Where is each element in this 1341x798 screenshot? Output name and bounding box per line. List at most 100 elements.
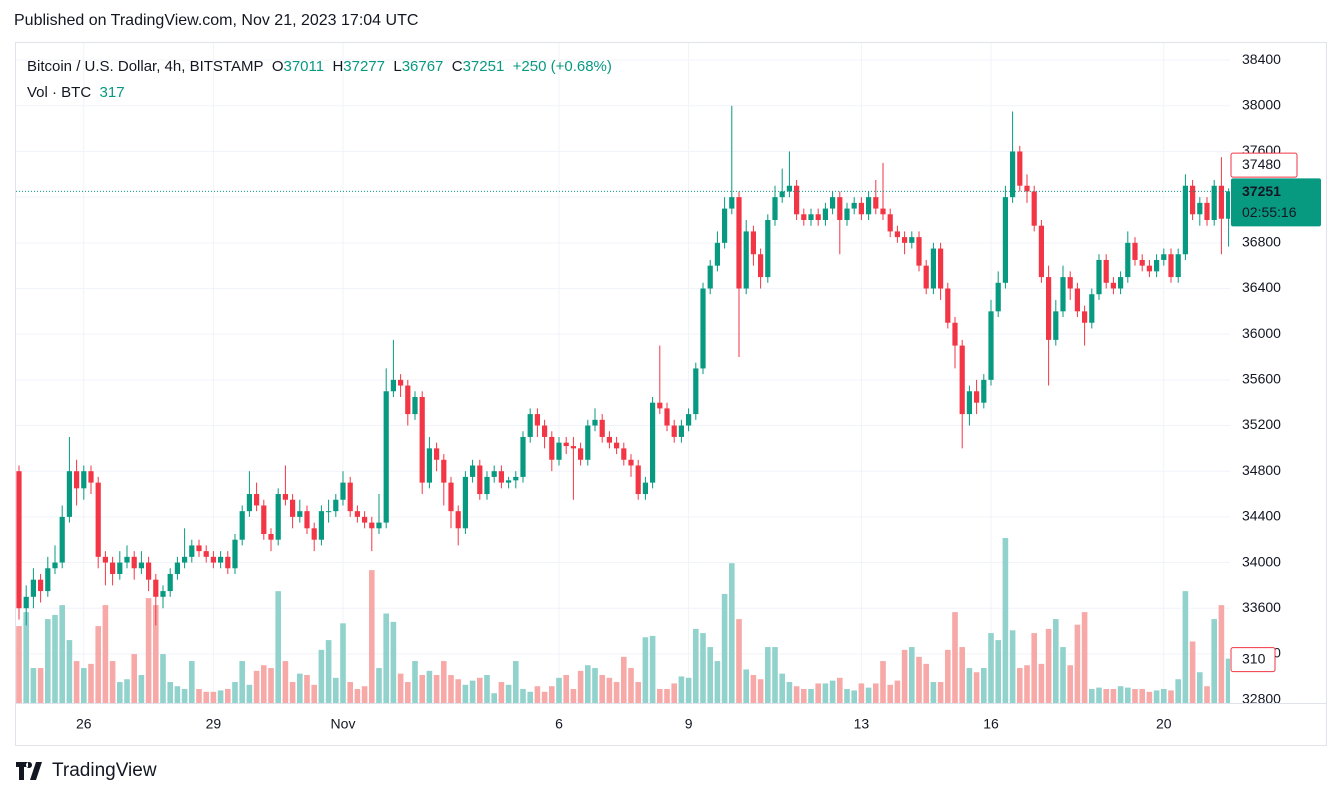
volume-bar (369, 570, 375, 703)
candle-body (95, 482, 101, 557)
volume-bar (937, 682, 944, 703)
candle-body (988, 311, 994, 380)
x-tick-label: 29 (206, 716, 222, 732)
volume-bar (1197, 672, 1203, 703)
candle-body (275, 494, 281, 540)
candle-body (678, 425, 684, 437)
volume-bar (657, 689, 663, 703)
candle-body (851, 202, 857, 209)
volume-bar (426, 670, 433, 703)
volume-bar (952, 612, 958, 703)
candle-body (585, 425, 591, 460)
candle-body (750, 231, 756, 255)
volume-bar (1218, 605, 1225, 703)
volume-bar (1038, 663, 1045, 703)
candle-body (160, 591, 166, 597)
volume-bar (117, 682, 123, 703)
volume-bar (16, 626, 22, 703)
candle-body (902, 237, 908, 243)
volume-bar (527, 691, 533, 703)
candle-body (304, 511, 310, 529)
volume-bar (347, 682, 353, 703)
volume-bar (520, 689, 526, 703)
volume-bar (498, 682, 505, 703)
price-marker-box (1230, 152, 1298, 178)
volume-bar (1096, 687, 1102, 703)
candle-body (995, 282, 1001, 312)
candle-body (419, 396, 425, 483)
candle-body (722, 208, 728, 243)
volume-bar (376, 668, 382, 703)
candle-body (297, 511, 303, 517)
volume-bar (822, 683, 829, 703)
last-price-box (1231, 178, 1321, 227)
volume-bar (304, 675, 310, 703)
volume-bar (628, 668, 634, 703)
x-tick-label: 13 (854, 716, 870, 732)
x-tick-label: 16 (983, 716, 999, 732)
candle-body (556, 442, 562, 460)
chart-frame (15, 42, 1327, 746)
volume-bar (671, 683, 677, 703)
volume-bar (217, 690, 224, 703)
volume-bar (491, 693, 497, 703)
volume-bar (505, 684, 512, 703)
candle-body (1132, 242, 1138, 260)
candle-body (311, 528, 317, 540)
volume-bar (1168, 690, 1174, 703)
candle-body (326, 511, 332, 513)
candle-body (182, 556, 188, 563)
candle-body (513, 476, 519, 481)
candle-body (225, 556, 231, 569)
y-tick-label: 32800 (1242, 690, 1281, 706)
candle-body (578, 448, 584, 460)
candle-body (218, 556, 224, 563)
volume-bar (808, 689, 814, 703)
volume-bar (988, 633, 994, 703)
candle-body (570, 446, 576, 449)
volume-bar (174, 686, 181, 703)
volume-bar (462, 684, 469, 703)
symbol: Bitcoin / U.S. Dollar, 4h, BITSTAMP (27, 58, 264, 75)
candle-body (1154, 259, 1160, 272)
volume-bar (1139, 689, 1145, 703)
volume-bar (541, 691, 548, 703)
candle-body (174, 562, 180, 574)
volume-bar (1103, 689, 1109, 703)
y-tick-label: 38400 (1242, 51, 1281, 67)
candle-body (1060, 277, 1066, 312)
candle-body (477, 465, 483, 495)
volume-bar (621, 656, 627, 703)
candle-body (131, 556, 137, 569)
x-tick-label: 6 (555, 716, 563, 732)
volume-bar (1146, 691, 1153, 703)
ohlc-value: 37251 (462, 58, 505, 75)
volume-bar (901, 649, 908, 703)
candle-body (880, 208, 886, 215)
candle-body (1053, 311, 1059, 340)
volume-bar (109, 661, 116, 703)
ohlc-label: L (393, 58, 402, 75)
candle-body (38, 579, 44, 592)
volume-bar (585, 665, 591, 703)
candle-body (506, 480, 512, 483)
volume-bar (405, 682, 411, 703)
candle-body (124, 556, 130, 563)
volume-bar (311, 684, 317, 703)
candle-body (822, 208, 828, 220)
candle-body (376, 522, 382, 529)
volume-bar (37, 668, 44, 703)
volume-bar (1125, 687, 1131, 703)
candle-body (686, 414, 692, 426)
volume-bar (412, 661, 418, 703)
volume-bar (1204, 686, 1210, 703)
volume-bar (599, 675, 605, 703)
y-tick-label: 36000 (1242, 325, 1281, 341)
volume-bar (865, 687, 872, 703)
volume-bar (261, 665, 267, 703)
x-tick-label: Nov (331, 716, 356, 732)
volume-bar (210, 691, 217, 703)
candle-body (1211, 185, 1217, 220)
volume-bar (354, 689, 361, 703)
